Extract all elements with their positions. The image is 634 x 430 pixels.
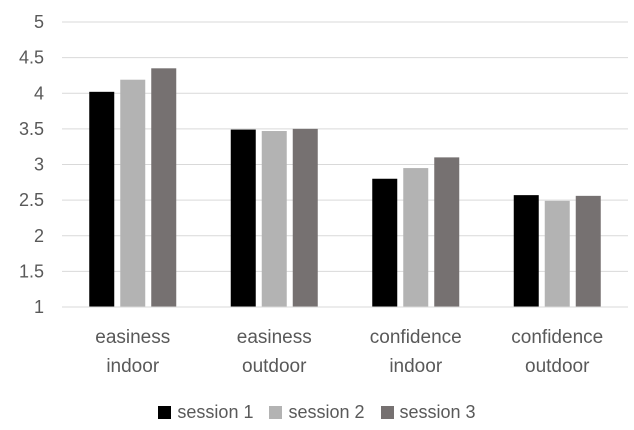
x-tick-label: outdoor [525,356,590,377]
bar-session-1-confidence-outdoor [513,195,539,307]
y-tick-label: 3 [34,155,44,175]
y-tick-label: 2 [34,226,44,246]
x-tick-label: easiness [95,327,170,348]
x-tick-label: confidence [511,327,603,348]
legend-label: session 1 [177,402,254,422]
bar-session-1-confidence-indoor [372,178,398,307]
x-tick-label: easiness [237,327,312,348]
bar-session-1-easiness-indoor [89,91,115,307]
bar-session-2-easiness-indoor [120,79,146,308]
legend-swatch [158,406,172,419]
y-tick-label: 4 [34,83,44,103]
legend: session 1 session 2 session 3 [0,402,634,423]
x-tick-label: indoor [106,356,159,377]
legend-label: session 2 [288,402,365,422]
y-tick-label: 4.5 [19,48,44,68]
bar-session-2-easiness-outdoor [261,131,287,307]
legend-label: session 3 [399,402,476,422]
bar-session-2-confidence-outdoor [544,200,570,307]
legend-item: session 2 [269,402,365,423]
bar-session-3-confidence-outdoor [575,195,601,307]
bar-session-3-easiness-indoor [151,68,177,307]
x-tick-label: indoor [389,356,442,377]
x-tick-label: confidence [370,327,462,348]
bar-session-2-confidence-indoor [403,168,429,307]
bar-session-3-easiness-outdoor [292,128,318,307]
bar-chart-plot: 1 1.5 2 2.5 3 3.5 4 4.5 5 easiness indoor easiness o… [19,12,628,377]
legend-item: session 1 [158,402,253,423]
bar-session-1-easiness-outdoor [230,129,256,307]
x-tick-label: outdoor [242,356,307,377]
legend-swatch [380,406,394,419]
y-tick-label: 3.5 [19,119,44,139]
bar-session-3-confidence-indoor [434,157,460,307]
y-tick-label: 1 [34,297,44,317]
y-tick-label: 5 [34,12,44,32]
y-tick-label: 2.5 [19,190,44,210]
legend-swatch [269,406,283,419]
y-tick-label: 1.5 [19,261,44,281]
legend-item: session 3 [380,402,476,423]
